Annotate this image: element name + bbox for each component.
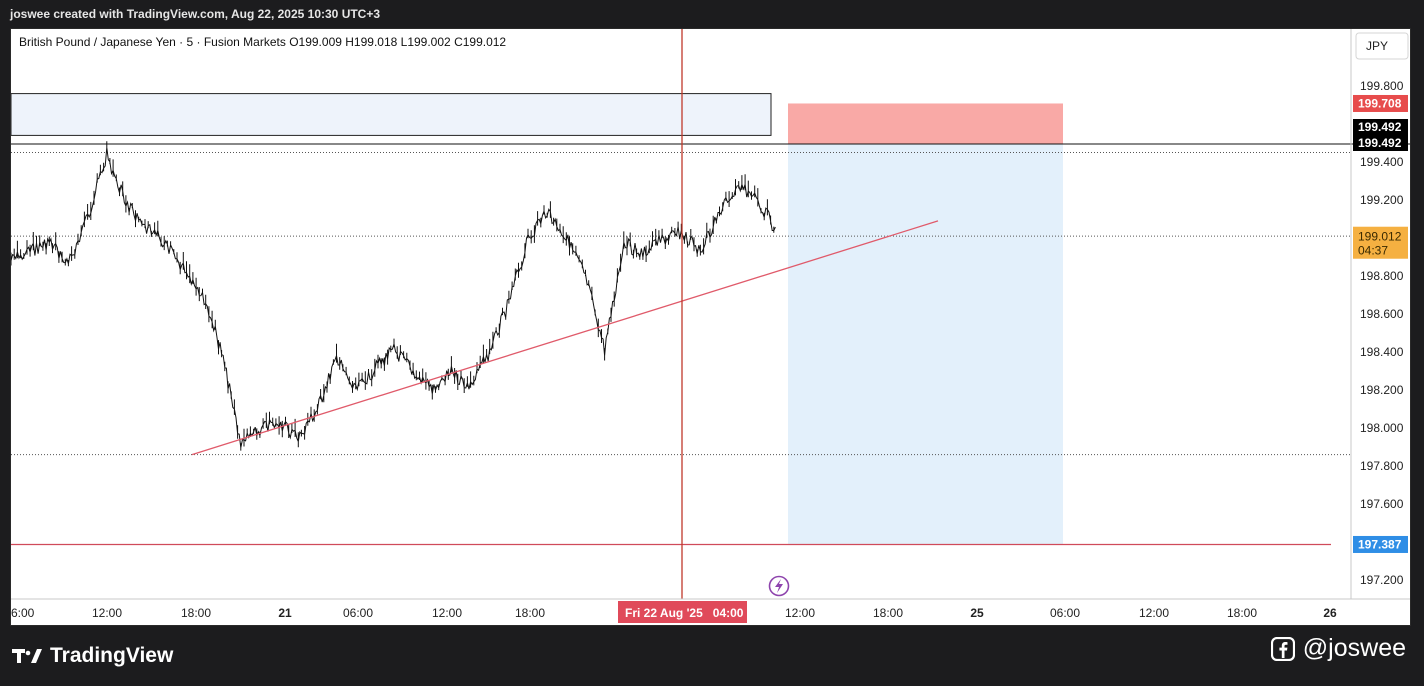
ohlc-open: O199.009 — [289, 35, 342, 49]
ohlc-high: H199.018 — [345, 35, 397, 49]
target-price-label: 197.387 — [1353, 535, 1408, 553]
price-tick-label: 199.400 — [1360, 155, 1404, 169]
price-tick-label: 199.800 — [1360, 79, 1404, 93]
price-tick-label: 197.800 — [1360, 459, 1404, 473]
entry-price-label-top-bg — [1353, 119, 1408, 135]
time-tick-label: 12:00 — [1139, 606, 1169, 620]
time-tick-label: 18:00 — [873, 606, 903, 620]
stop-price-label-bg — [1353, 94, 1408, 112]
entry-price-label-bottom-text: 199.492 — [1358, 136, 1402, 150]
target-price-label-bg — [1353, 535, 1408, 553]
flash-icon[interactable] — [768, 575, 790, 597]
currency-label: JPY — [1366, 39, 1388, 53]
time-tick-label: 06:00 — [1050, 606, 1080, 620]
stop-loss-zone — [788, 103, 1063, 145]
time-tick-label: 26 — [1323, 606, 1337, 620]
interval: 5 — [186, 35, 193, 49]
time-tick-label: 06:00 — [343, 606, 373, 620]
ohlc-low: L199.002 — [401, 35, 451, 49]
credit-bar: joswee created with TradingView.com, Aug… — [0, 0, 1424, 28]
symbol-name: British Pound / Japanese Yen — [19, 35, 176, 49]
brand-name: TradingView — [50, 644, 174, 667]
time-tick-label: 12:00 — [432, 606, 462, 620]
price-tick-label: 197.600 — [1360, 497, 1404, 511]
tradingview-logo-icon — [12, 649, 42, 663]
countdown-text: 04:37 — [1358, 244, 1388, 258]
price-tick-label: 198.600 — [1360, 307, 1404, 321]
facebook-icon — [1270, 636, 1295, 661]
price-tick-label: 198.000 — [1360, 421, 1404, 435]
entry-price-label-bottom-bg — [1353, 135, 1408, 151]
target-price-label-text: 197.387 — [1358, 537, 1402, 551]
stop-price-label-text: 199.708 — [1358, 96, 1402, 110]
time-tick-label: 25 — [970, 606, 984, 620]
symbol-legend[interactable]: British Pound / Japanese Yen · 5 · Fusio… — [19, 35, 506, 49]
price-tick-label: 197.200 — [1360, 573, 1404, 587]
chart-canvas[interactable]: British Pound / Japanese Yen · 5 · Fusio… — [10, 29, 1410, 625]
entry-price-label-bottom: 199.492 — [1353, 135, 1408, 151]
entry-price-label-top: 199.492 — [1353, 119, 1408, 135]
currency-button[interactable]: JPY — [1355, 32, 1409, 60]
price-tick-label: 198.200 — [1360, 383, 1404, 397]
broker: Fusion Markets — [204, 35, 286, 49]
take-profit-zone — [788, 144, 1063, 545]
ascending-trendline — [191, 220, 939, 456]
chart-frame[interactable]: British Pound / Japanese Yen · 5 · Fusio… — [10, 28, 1411, 626]
stop-price-label: 199.708 — [1353, 94, 1408, 112]
price-series-line — [10, 141, 776, 451]
current-price-bg — [1353, 226, 1408, 259]
time-tick-label: 18:00 — [181, 606, 211, 620]
time-tick-label: 12:00 — [785, 606, 815, 620]
time-tick-label: 12:00 — [92, 606, 122, 620]
crosshair-time-label: Fri 22 Aug '25 04:00 — [618, 601, 747, 623]
time-tick-label: 6:00 — [11, 606, 35, 620]
time-tick-label: 18:00 — [515, 606, 545, 620]
price-tick-label: 198.800 — [1360, 269, 1404, 283]
crosshair-time-text: Fri 22 Aug '25 04:00 — [625, 606, 744, 620]
tradingview-brand: TradingView — [12, 644, 173, 668]
social-handle: @joswee — [1270, 634, 1406, 663]
credit-text: joswee created with TradingView.com, Aug… — [10, 7, 381, 21]
entry-price-label-top-text: 199.492 — [1358, 120, 1402, 134]
ohlc-close: C199.012 — [454, 35, 506, 49]
time-tick-label: 21 — [278, 606, 292, 620]
time-tick-label: 18:00 — [1227, 606, 1257, 620]
supply-zone-rectangle — [10, 93, 772, 136]
handle-text: @joswee — [1302, 634, 1406, 662]
price-tick-label: 199.200 — [1360, 193, 1404, 207]
price-tick-label: 198.400 — [1360, 345, 1404, 359]
footer-bar — [0, 626, 1424, 686]
current-price-text: 199.012 — [1358, 230, 1402, 244]
